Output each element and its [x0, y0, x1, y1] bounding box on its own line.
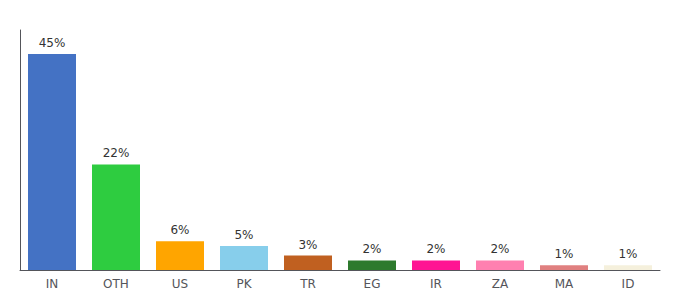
- svg-text:US: US: [172, 277, 188, 291]
- svg-text:IN: IN: [46, 277, 59, 291]
- svg-text:5%: 5%: [234, 228, 253, 242]
- svg-text:2%: 2%: [362, 242, 381, 256]
- svg-text:6%: 6%: [170, 223, 189, 237]
- svg-text:PK: PK: [236, 277, 252, 291]
- svg-text:EG: EG: [364, 277, 381, 291]
- svg-text:TR: TR: [299, 277, 316, 291]
- svg-text:1%: 1%: [618, 247, 637, 261]
- svg-text:ID: ID: [622, 277, 635, 291]
- svg-text:2%: 2%: [490, 242, 509, 256]
- svg-text:2%: 2%: [426, 242, 445, 256]
- svg-text:1%: 1%: [554, 247, 573, 261]
- svg-text:22%: 22%: [103, 146, 130, 160]
- svg-text:MA: MA: [555, 277, 574, 291]
- svg-text:OTH: OTH: [103, 277, 129, 291]
- svg-text:45%: 45%: [39, 36, 66, 50]
- svg-text:3%: 3%: [298, 238, 317, 252]
- svg-text:IR: IR: [430, 277, 442, 291]
- svg-text:ZA: ZA: [492, 277, 509, 291]
